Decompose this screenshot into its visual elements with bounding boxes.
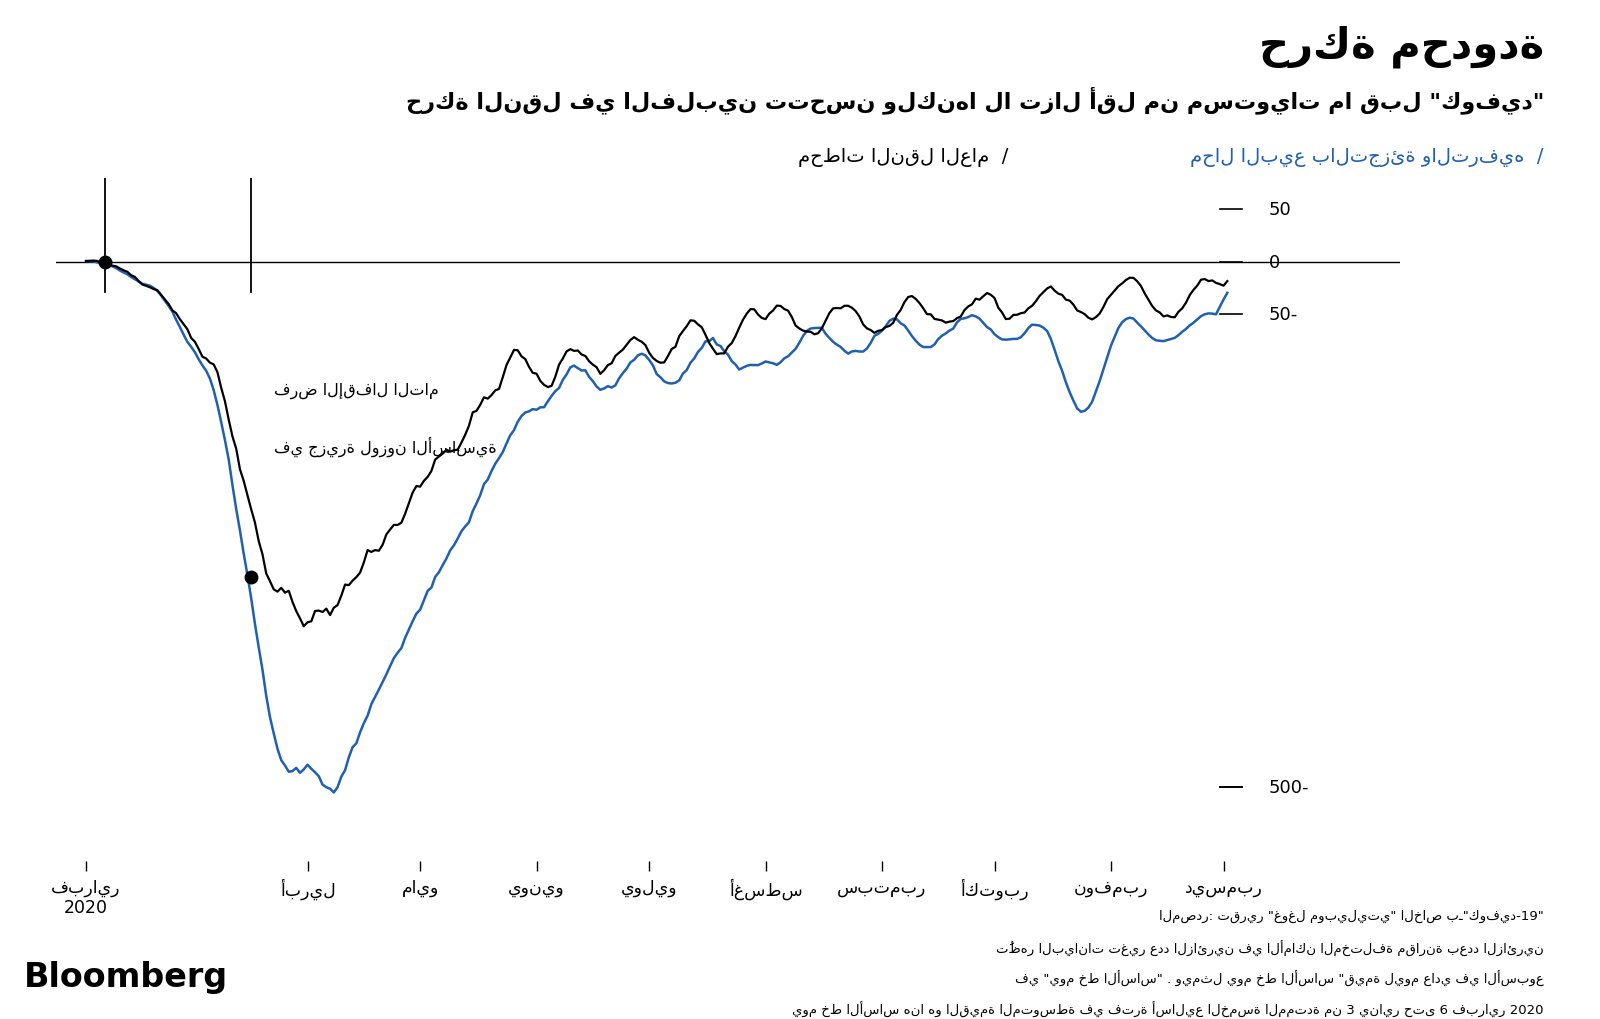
Text: في جزيرة لوزون الأساسية: في جزيرة لوزون الأساسية: [274, 436, 496, 457]
Text: محطات النقل العام  /: محطات النقل العام /: [798, 148, 1008, 167]
Text: يوم خط الأساس هنا هو القيمة المتوسطة في فترة أساليع الخمسة الممتدة من 3 يناير حت: يوم خط الأساس هنا هو القيمة المتوسطة في …: [792, 1001, 1544, 1017]
Text: المصدر: تقرير "غوغل موبيليتي" الخاص بـ"كوفيد-19": المصدر: تقرير "غوغل موبيليتي" الخاص بـ"ك…: [1160, 909, 1544, 922]
Text: تُظهر البيانات تغير عدد الزائرين في الأماكن المختلفة مقارنة بعدد الزائرين: تُظهر البيانات تغير عدد الزائرين في الأم…: [997, 940, 1544, 956]
Text: فرض الإقفال التام: فرض الإقفال التام: [274, 382, 438, 398]
Text: حركة النقل في الفلبين تتحسن ولكنها لا تزال أقل من مستويات ما قبل "كوفيد": حركة النقل في الفلبين تتحسن ولكنها لا تز…: [406, 87, 1544, 114]
Text: 50-: 50-: [1269, 306, 1298, 324]
Text: Bloomberg: Bloomberg: [24, 961, 229, 994]
Text: 0: 0: [1269, 254, 1280, 271]
Text: 500-: 500-: [1269, 779, 1309, 797]
Text: 50: 50: [1269, 201, 1291, 219]
Text: حركة محدودة: حركة محدودة: [1259, 25, 1544, 68]
Text: في "يوم خط الأساس" . ويمثل يوم خط الأساس "قيمة ليوم عادي في الأسبوع: في "يوم خط الأساس" . ويمثل يوم خط الأساس…: [1016, 970, 1544, 986]
Text: محال البيع بالتجزئة والترفيه  /: محال البيع بالتجزئة والترفيه /: [1190, 148, 1544, 167]
